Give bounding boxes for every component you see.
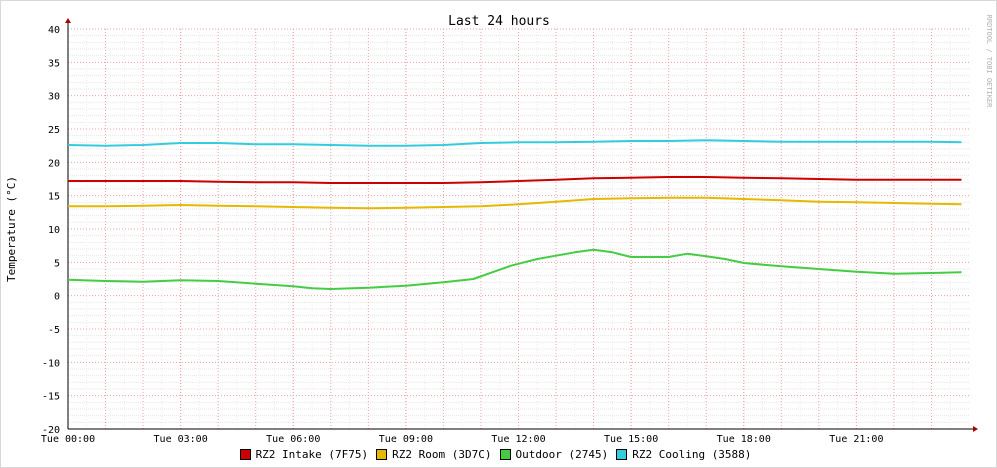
chart-title: Last 24 hours	[448, 14, 550, 29]
y-tick-label: 35	[48, 58, 60, 69]
y-axis-label: Temperature (°C)	[5, 176, 18, 282]
major-grid	[67, 28, 969, 430]
y-tick-label: 5	[54, 258, 60, 269]
y-tick-label: -20	[42, 425, 60, 436]
x-tick-label: Tue 00:00	[41, 434, 95, 445]
legend-label: RZ2 Intake (7F75)	[255, 447, 369, 461]
series-lines	[67, 139, 962, 290]
x-tick-label: Tue 06:00	[266, 434, 320, 445]
x-tick-label: Tue 09:00	[379, 434, 433, 445]
legend-item: RZ2 Cooling (3588)	[616, 448, 751, 461]
legend-swatch	[376, 448, 388, 460]
tick-labels: -20 -15 -10 -5 0 5 10 15 20 25 30 35 40 Tue 00:00 Tue …	[41, 25, 884, 445]
y-tick-label: 15	[48, 192, 60, 203]
x-axis-arrow	[973, 426, 978, 432]
y-tick-label: 40	[48, 25, 60, 36]
watermark: RRDTOOL / TOBI OETIKER	[985, 15, 993, 109]
axes	[65, 18, 978, 432]
legend-label: RZ2 Cooling (3588)	[632, 447, 752, 461]
y-tick-label: -15	[42, 392, 60, 403]
line-chart: -20 -15 -10 -5 0 5 10 15 20 25 30 35 40 Tue 00:00 Tue …	[5, 14, 993, 445]
legend-swatch	[239, 448, 251, 460]
y-axis-arrow	[65, 18, 71, 23]
legend-swatch	[616, 448, 628, 460]
y-tick-label: -5	[48, 325, 60, 336]
series-line	[67, 139, 962, 147]
x-tick-label: Tue 03:00	[154, 434, 208, 445]
y-tick-label: 30	[48, 92, 60, 103]
y-tick-label: 0	[54, 292, 60, 303]
series-line	[68, 176, 962, 184]
y-tick-label: 20	[48, 158, 60, 169]
y-tick-label: 25	[48, 125, 60, 136]
y-tick-label: 10	[48, 225, 60, 236]
x-tick-label: Tue 12:00	[491, 434, 545, 445]
legend-item: RZ2 Room (3D7C)	[376, 447, 492, 461]
legend-label: Outdoor (2745)	[515, 447, 609, 461]
legend-label: RZ2 Room (3D7C)	[392, 447, 492, 461]
legend: RZ2 Intake (7F75) RZ2 Room (3D7C) Outdoor …	[1, 445, 997, 463]
legend-item: Outdoor (2745)	[499, 447, 609, 461]
series-line	[68, 196, 962, 210]
x-tick-label: Tue 15:00	[604, 434, 658, 445]
legend-swatch	[499, 448, 511, 460]
legend-item: RZ2 Intake (7F75)	[239, 447, 369, 461]
y-tick-label: -10	[42, 358, 60, 369]
x-tick-label: Tue 18:00	[717, 434, 771, 445]
x-tick-label: Tue 21:00	[829, 434, 883, 445]
series-line	[67, 248, 962, 290]
